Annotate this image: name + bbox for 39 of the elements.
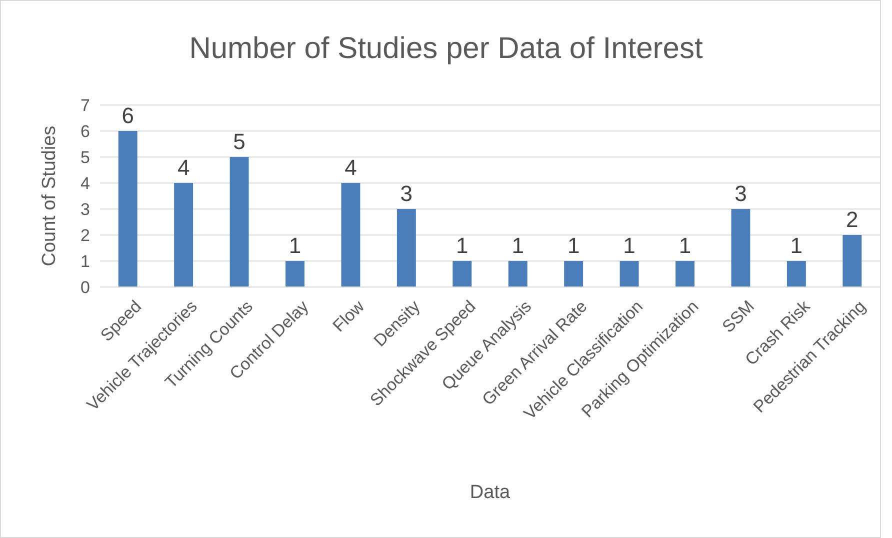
y-tick-label: 1 bbox=[80, 252, 90, 271]
y-tick-label: 6 bbox=[80, 122, 90, 141]
y-tick-label: 2 bbox=[80, 226, 90, 245]
data-label: 1 bbox=[623, 233, 636, 258]
data-label: 3 bbox=[400, 181, 413, 206]
bar bbox=[118, 131, 138, 287]
y-tick-label: 4 bbox=[80, 174, 90, 193]
bar bbox=[396, 209, 416, 287]
data-label: 1 bbox=[456, 233, 468, 258]
data-label: 4 bbox=[177, 155, 190, 180]
data-label: 1 bbox=[567, 233, 580, 258]
bar bbox=[620, 261, 639, 287]
bar bbox=[286, 261, 304, 287]
chart-title: Number of Studies per Data of Interest bbox=[189, 32, 704, 65]
bar bbox=[341, 183, 360, 287]
data-label: 1 bbox=[288, 233, 302, 258]
data-label: 4 bbox=[344, 155, 357, 180]
bar bbox=[786, 261, 806, 287]
bar bbox=[452, 261, 472, 287]
y-axis-title: Count of Studies bbox=[39, 126, 60, 266]
data-label: 1 bbox=[678, 233, 692, 258]
data-label: 1 bbox=[790, 233, 803, 258]
bar bbox=[731, 209, 750, 287]
data-label: 2 bbox=[846, 207, 858, 232]
bar bbox=[508, 261, 528, 287]
x-axis-title: Data bbox=[470, 482, 510, 503]
bar bbox=[842, 235, 862, 287]
y-tick-label: 3 bbox=[80, 200, 90, 219]
bar bbox=[676, 261, 694, 287]
bar bbox=[174, 183, 194, 287]
y-tick-label: 5 bbox=[80, 148, 90, 167]
bar bbox=[230, 157, 249, 287]
y-tick-label: 7 bbox=[80, 96, 90, 115]
bar bbox=[564, 261, 584, 287]
data-label: 3 bbox=[734, 181, 747, 206]
data-label: 1 bbox=[512, 233, 524, 258]
data-label: 5 bbox=[233, 129, 246, 154]
y-tick-label: 0 bbox=[80, 278, 90, 297]
data-label: 6 bbox=[122, 103, 134, 128]
